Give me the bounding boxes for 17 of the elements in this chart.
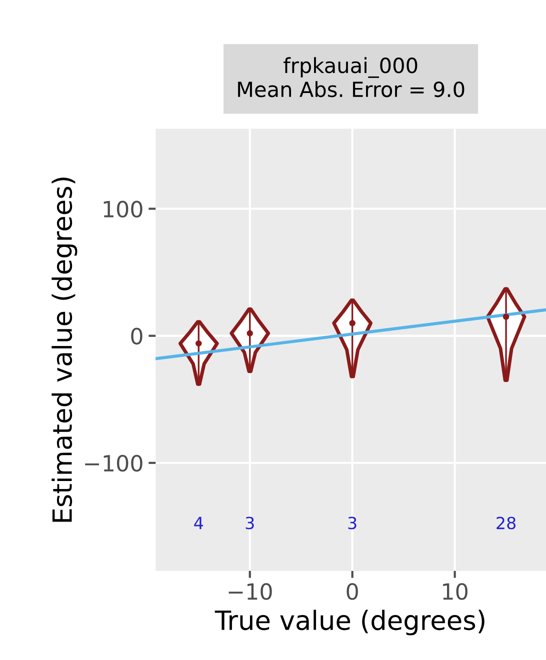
annotation: 3 (348, 516, 356, 530)
annotation: 3 (246, 516, 254, 530)
point (349, 320, 356, 326)
y-tick-label: 0 (131, 328, 142, 345)
x-tick-label: 10 (443, 583, 468, 600)
y-tick-label: −100 (85, 454, 142, 472)
point (502, 314, 510, 320)
point (246, 330, 254, 336)
point (196, 340, 202, 347)
annotation: 4 (194, 516, 204, 530)
x-axis-title: True value (degrees) (214, 610, 484, 636)
x-tick-label: −10 (228, 583, 272, 600)
y-axis-title: Estimated value (degrees) (52, 178, 78, 522)
chart-title: frpkauai_000 Mean Abs. Error = 9.0 (238, 57, 464, 98)
annotation: 28 (496, 516, 516, 530)
x-tick-label: 0 (346, 583, 358, 600)
y-tick-label: 100 (104, 200, 142, 218)
